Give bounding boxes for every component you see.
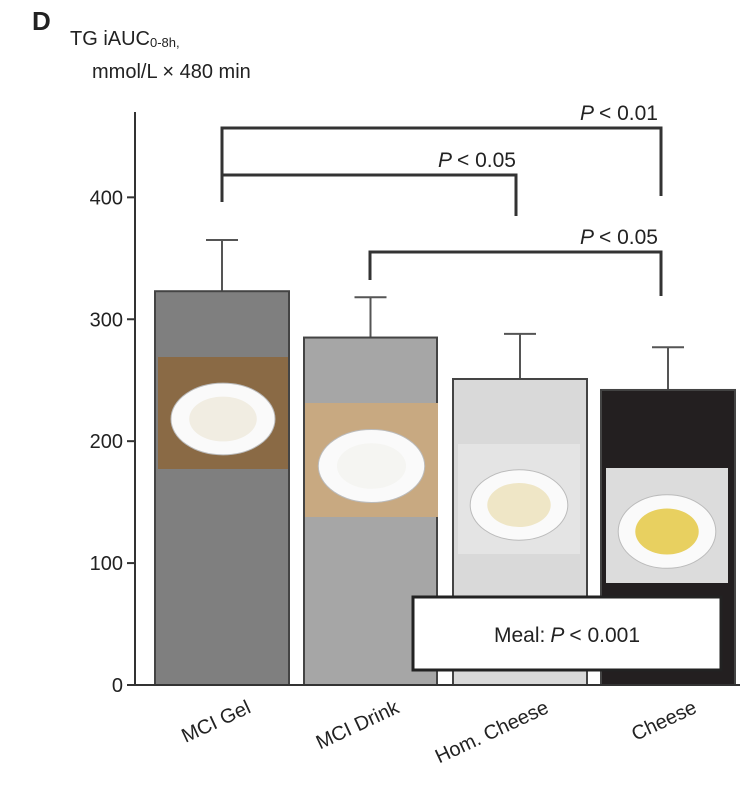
note-box	[411, 595, 723, 672]
significance-label: P < 0.05	[580, 226, 658, 249]
x-tick-label: Hom. Cheese	[432, 697, 552, 769]
y-tick-label: 200	[90, 431, 123, 453]
x-tick-label: Cheese	[628, 697, 700, 746]
y-tick-label: 0	[112, 675, 123, 697]
bar	[154, 290, 290, 686]
photo-food	[336, 443, 407, 489]
y-tick-label: 300	[90, 309, 123, 331]
significance-bracket	[220, 173, 518, 216]
significance-label: P < 0.05	[438, 149, 516, 172]
x-tick-label: MCI Gel	[178, 697, 254, 748]
p-value: < 0.01	[599, 102, 658, 125]
p-value: < 0.05	[457, 149, 516, 172]
photo-food	[487, 483, 551, 527]
p-symbol: P	[580, 102, 594, 125]
chart-title: TG iAUC0-8h,	[70, 28, 180, 50]
panel-label: D	[32, 6, 51, 36]
y-tick-label: 100	[90, 553, 123, 575]
title-main: TG iAUC	[70, 28, 150, 50]
significance-bracket	[220, 126, 663, 202]
p-symbol: P	[580, 226, 594, 249]
y-tick-label: 400	[90, 187, 123, 209]
p-symbol: P	[550, 624, 564, 647]
x-tick-label: MCI Drink	[313, 696, 404, 754]
photo-food	[189, 396, 257, 442]
title-subscript: 0-8h,	[150, 35, 180, 50]
p-value: < 0.05	[599, 226, 658, 249]
meal-note: Meal: P < 0.001	[494, 624, 640, 647]
p-value: < 0.001	[569, 624, 640, 647]
meal-prefix: Meal:	[494, 624, 545, 647]
significance-bracket	[368, 250, 663, 296]
p-symbol: P	[438, 149, 452, 172]
photo-food	[635, 508, 699, 555]
chart-subtitle: mmol/L × 480 min	[92, 61, 251, 83]
significance-label: P < 0.01	[580, 102, 658, 125]
